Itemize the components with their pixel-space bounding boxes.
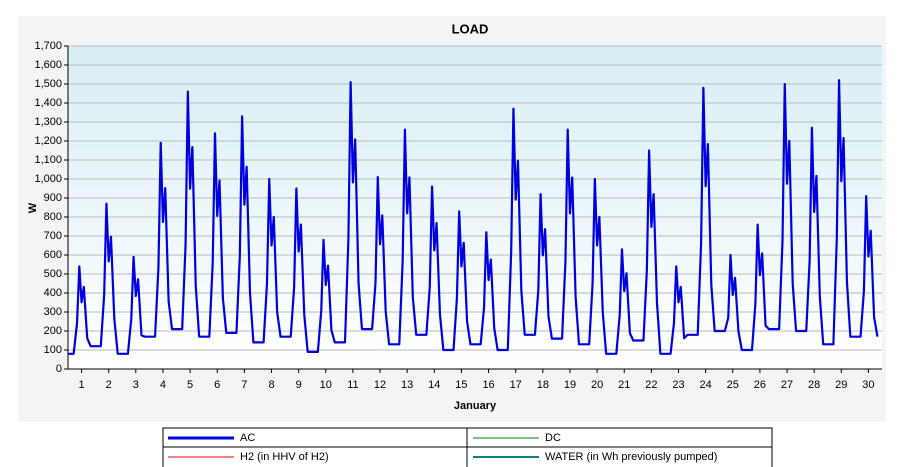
y-tick-label: 600 xyxy=(44,249,62,261)
x-tick-label: 9 xyxy=(296,379,302,391)
x-tick-label: 6 xyxy=(214,379,220,391)
y-tick-label: 1,600 xyxy=(34,59,62,71)
x-tick-label: 30 xyxy=(862,379,874,391)
x-axis-label: January xyxy=(454,400,497,412)
line-series xyxy=(68,79,879,355)
x-tick-label: 23 xyxy=(672,379,684,391)
x-tick-label: 17 xyxy=(510,379,522,391)
x-tick-label: 21 xyxy=(618,379,630,391)
x-tick-label: 26 xyxy=(754,379,766,391)
y-tick-label: 400 xyxy=(44,287,62,299)
legend-label: H2 (in HHV of H2) xyxy=(240,451,329,463)
x-tick-label: 24 xyxy=(700,379,712,391)
x-tick-label: 19 xyxy=(564,379,576,391)
x-tick-label: 4 xyxy=(160,379,166,391)
y-tick-label: 1,400 xyxy=(34,97,62,109)
x-tick-label: 16 xyxy=(482,379,494,391)
x-tick-label: 29 xyxy=(835,379,847,391)
x-tick-label: 3 xyxy=(133,379,139,391)
x-tick-label: 7 xyxy=(241,379,247,391)
x-tick-label: 5 xyxy=(187,379,193,391)
y-tick-label: 1,500 xyxy=(34,78,62,90)
legend-label: AC xyxy=(240,432,255,444)
x-tick-label: 12 xyxy=(374,379,386,391)
y-tick-label: 700 xyxy=(44,230,62,242)
y-tick-label: 200 xyxy=(44,325,62,337)
x-tick-label: 28 xyxy=(808,379,820,391)
x-tick-label: 11 xyxy=(347,379,358,391)
chart-title: LOAD xyxy=(452,21,489,36)
y-tick-label: 0 xyxy=(56,363,62,375)
x-tick-label: 22 xyxy=(645,379,657,391)
y-tick-label: 1,200 xyxy=(34,135,62,147)
x-tick-label: 25 xyxy=(727,379,739,391)
y-tick-label: 300 xyxy=(44,306,62,318)
x-tick-label: 20 xyxy=(591,379,603,391)
y-axis-label: W xyxy=(27,202,39,213)
x-tick-label: 27 xyxy=(781,379,793,391)
x-tick-label: 14 xyxy=(428,379,440,391)
x-tick-label: 10 xyxy=(320,379,332,391)
x-tick-label: 8 xyxy=(268,379,274,391)
y-tick-label: 1,300 xyxy=(34,116,62,128)
x-tick-label: 2 xyxy=(106,379,112,391)
y-tick-label: 1,700 xyxy=(34,40,62,52)
y-tick-label: 800 xyxy=(44,211,62,223)
y-tick-label: 900 xyxy=(44,192,62,204)
y-tick-label: 100 xyxy=(44,344,62,356)
legend-label: DC xyxy=(545,432,561,444)
y-tick-label: 1,000 xyxy=(34,173,62,185)
plot-area xyxy=(68,46,882,369)
legend-label: WATER (in Wh previously pumped) xyxy=(545,451,717,463)
y-tick-label: 1,100 xyxy=(34,154,62,166)
x-tick-label: 15 xyxy=(455,379,467,391)
x-tick-label: 18 xyxy=(537,379,549,391)
x-tick-label: 13 xyxy=(401,379,413,391)
x-tick-label: 1 xyxy=(79,379,85,391)
y-tick-label: 500 xyxy=(44,268,62,280)
